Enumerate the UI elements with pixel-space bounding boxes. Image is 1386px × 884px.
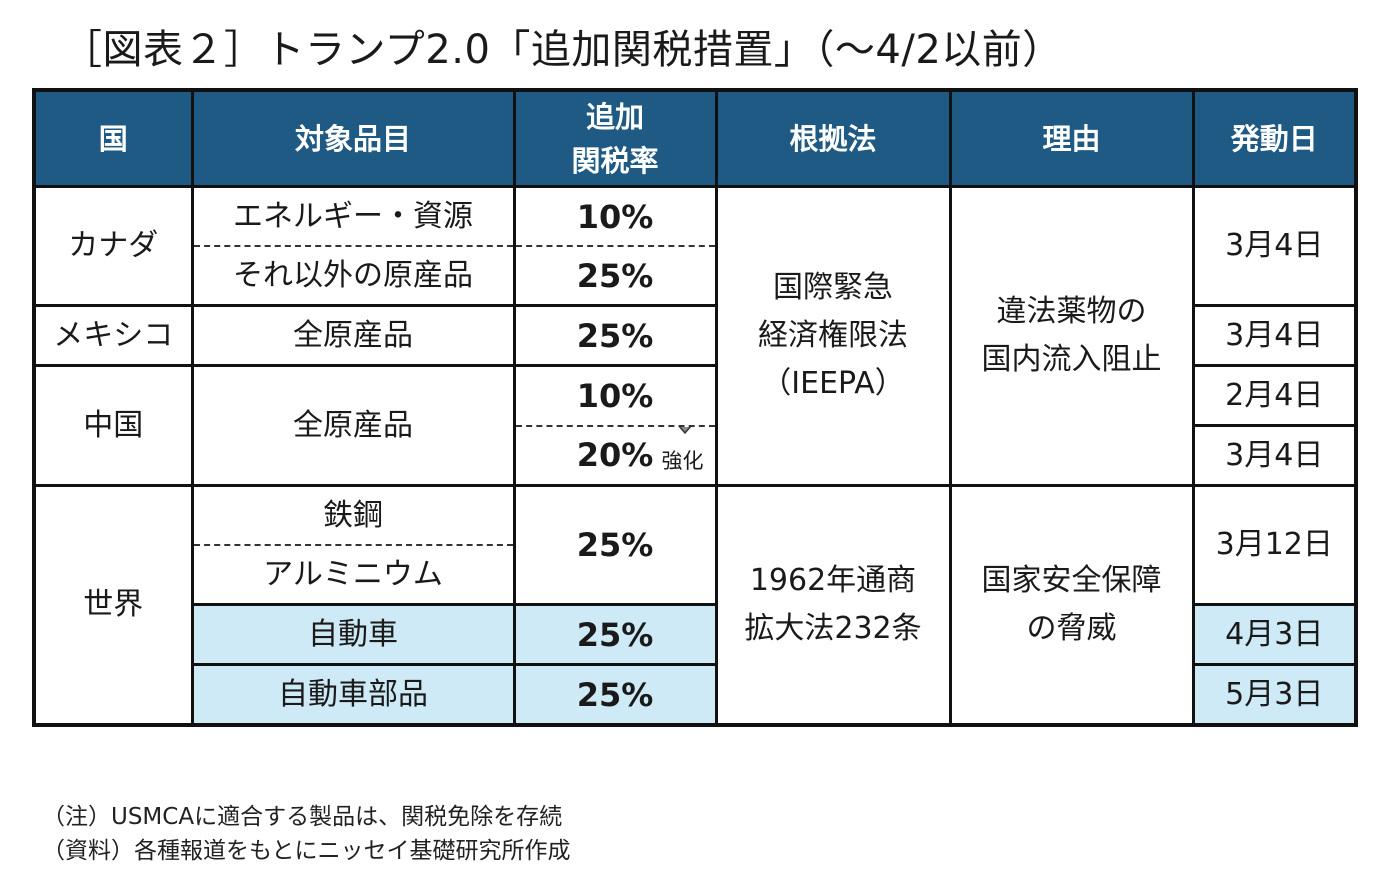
basis-ieepa-line1: 国際緊急 [773, 270, 893, 305]
reason-ieepa-line1: 違法薬物の [996, 294, 1147, 329]
header-rate-line2: 関税率 [571, 143, 659, 178]
date-china-initial: 2月4日 [1191, 364, 1358, 427]
country-world: 世界 [32, 484, 194, 727]
note-text: （注）USMCAに適合する製品は、関税免除を存続 [42, 804, 563, 830]
table-row: 世界 鉄鋼 25% 1962年通商 拡大法232条 国家安全保障 の脅威 3月1… [32, 484, 1358, 727]
table-row: それ以外の原産品 25% [34, 245, 1356, 307]
basis-ieepa-line3: （IEEPA） [761, 366, 905, 401]
header-rate-line1: 追加 [585, 99, 644, 134]
rate-world-parts: 25% [512, 663, 718, 727]
basis-232: 1962年通商 拡大法232条 [714, 484, 952, 727]
item-world-parts: 自動車部品 [190, 663, 516, 727]
rate-world-auto: 25% [512, 603, 718, 666]
header-date: 発動日 [1191, 88, 1358, 188]
country-canada: カナダ [32, 185, 194, 307]
tariff-table: 国 対象品目 追加 関税率 根拠法 理由 発動日 カナダ エネルギー・資源 10… [32, 88, 1358, 727]
header-rate: 追加 関税率 [512, 88, 718, 188]
table-row: アルミニウム [34, 544, 1356, 606]
reason-232-line2: の脅威 [1026, 611, 1117, 646]
figure-title: ［図表２］トランプ2.0「追加関税措置」（～4/2以前） [62, 27, 1063, 73]
rate-world-metals: 25% [512, 484, 718, 606]
footnotes: （注）USMCAに適合する製品は、関税免除を存続 （資料）各種報道をもとにニッセ… [42, 800, 571, 868]
rate-china-initial: 10% [512, 364, 718, 427]
rate-canada-energy: 10% [512, 185, 718, 247]
basis-ieepa: 国際緊急 経済権限法 （IEEPA） [714, 185, 952, 487]
header-reason: 理由 [948, 88, 1195, 188]
table-row: 自動車部品 25% 5月3日 [34, 663, 1358, 727]
country-china: 中国 [32, 364, 194, 487]
date-world-auto: 4月3日 [1191, 603, 1358, 666]
basis-ieepa-line2: 経済権限法 [758, 318, 908, 353]
table-row: 20% 強化 3月4日 [34, 424, 1358, 487]
source-text: （資料）各種報道をもとにニッセイ基礎研究所作成 [42, 838, 571, 864]
date-world-parts: 5月3日 [1191, 663, 1358, 727]
strength-label: 強化 [661, 449, 704, 474]
reason-232-line1: 国家安全保障 [981, 563, 1162, 598]
rate-canada-other: 25% [512, 245, 718, 307]
reason-ieepa: 違法薬物の 国内流入阻止 [948, 185, 1195, 487]
header-country: 国 [32, 88, 194, 188]
basis-232-line2: 拡大法232条 [744, 611, 922, 646]
date-world-metals: 3月12日 [1191, 484, 1358, 606]
item-mexico: 全原産品 [190, 304, 516, 367]
table-row: 自動車 25% 4月3日 [34, 603, 1358, 666]
date-canada: 3月4日 [1191, 185, 1358, 307]
table-row: 中国 全原産品 10% 2月4日 [32, 364, 1358, 487]
item-world-aluminum: アルミニウム [190, 544, 516, 606]
item-world-auto: 自動車 [190, 603, 516, 666]
header-item: 対象品目 [190, 88, 516, 188]
item-canada-energy: エネルギー・資源 [190, 185, 516, 247]
rate-china-raised-value: 20% [576, 436, 654, 475]
basis-232-line1: 1962年通商 [749, 563, 917, 598]
rate-china-raised: 20% 強化 [512, 424, 718, 487]
reason-ieepa-line2: 国内流入阻止 [981, 342, 1162, 377]
rate-mexico: 25% [512, 304, 718, 367]
table-row: カナダ エネルギー・資源 10% 国際緊急 経済権限法 （IEEPA） 違法薬物… [32, 185, 1358, 487]
date-mexico: 3月4日 [1191, 304, 1358, 367]
down-arrow-icon [678, 427, 691, 435]
header-row: 国 対象品目 追加 関税率 根拠法 理由 発動日 [32, 88, 1358, 188]
header-basis: 根拠法 [714, 88, 952, 188]
item-world-steel: 鉄鋼 [190, 484, 516, 546]
item-canada-other: それ以外の原産品 [190, 245, 516, 307]
date-china-raised: 3月4日 [1191, 424, 1358, 487]
reason-232: 国家安全保障 の脅威 [948, 484, 1195, 727]
country-mexico: メキシコ [32, 304, 194, 367]
item-china: 全原産品 [190, 364, 516, 487]
